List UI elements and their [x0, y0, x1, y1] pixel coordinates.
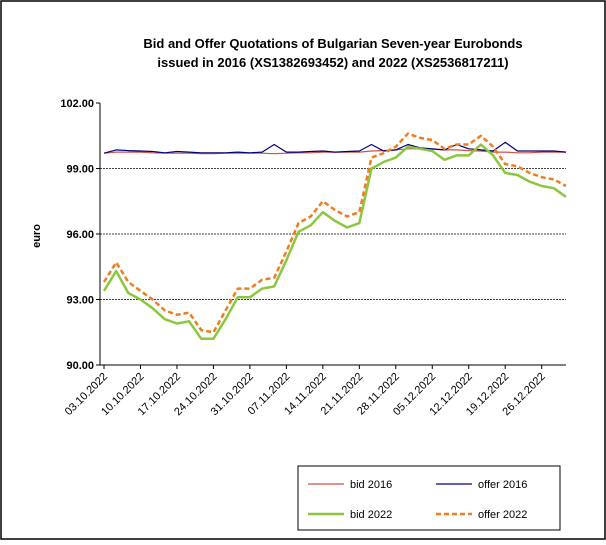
y-tick-label: 96.00: [66, 229, 94, 241]
y-axis-label: euro: [31, 224, 43, 248]
legend-label: bid 2016: [350, 479, 392, 491]
chart-title: Bid and Offer Quotations of Bulgarian Se…: [143, 36, 522, 51]
legend-label: offer 2016: [478, 479, 527, 491]
legend-label: bid 2022: [350, 509, 392, 521]
y-tick-label: 90.00: [66, 360, 94, 372]
legend-label: offer 2022: [478, 509, 527, 521]
legend-box: [297, 465, 561, 531]
series-line: [102, 143, 567, 341]
chart-title: issued in 2016 (XS1382693452) and 2022 (…: [157, 55, 508, 70]
y-tick-label: 93.00: [66, 295, 94, 307]
series-line: [102, 132, 567, 334]
y-tick-label: 102.00: [60, 98, 94, 110]
y-tick-label: 99.00: [66, 164, 94, 176]
